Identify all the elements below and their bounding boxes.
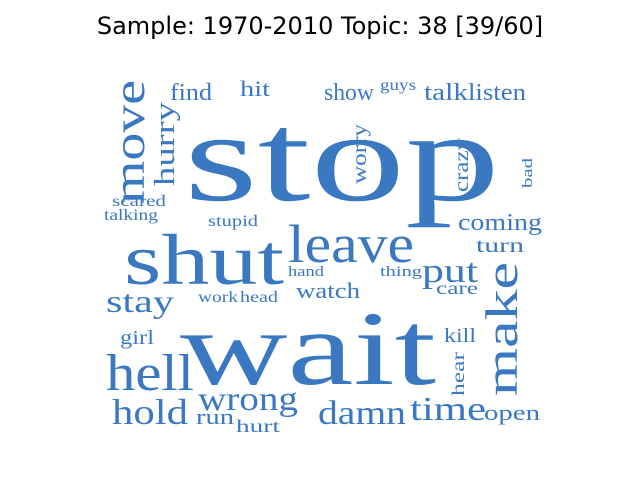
- word-time: time: [410, 391, 486, 428]
- word-guys: guys: [380, 77, 416, 94]
- word-bad: bad: [520, 157, 536, 188]
- word-wait: wait: [180, 290, 436, 407]
- word-hear: hear: [448, 352, 468, 396]
- word-shut: shut: [124, 220, 284, 300]
- word-cloud-words: stop wait shut leave make move hell hold…: [104, 76, 542, 436]
- word-care: care: [436, 278, 478, 298]
- word-talking: talking: [104, 207, 158, 224]
- word-open: open: [484, 400, 540, 425]
- word-leave: leave: [288, 214, 414, 274]
- word-girl: girl: [120, 327, 155, 349]
- word-listen: listen: [468, 80, 526, 106]
- word-kill: kill: [444, 325, 477, 347]
- word-hand: hand: [288, 264, 325, 280]
- word-hurt: hurt: [236, 416, 280, 436]
- word-thing: thing: [380, 264, 423, 280]
- word-move: move: [105, 80, 154, 204]
- word-wrong: wrong: [198, 381, 298, 418]
- word-hold: hold: [112, 392, 188, 432]
- word-scared: scared: [112, 193, 166, 210]
- word-worry: worry: [349, 124, 371, 184]
- word-coming: coming: [458, 210, 542, 236]
- word-show: show: [324, 80, 375, 106]
- word-make: make: [476, 262, 527, 396]
- word-damn: damn: [318, 395, 406, 432]
- word-put: put: [422, 253, 479, 290]
- word-hit: hit: [240, 76, 270, 101]
- word-head: head: [240, 289, 278, 306]
- word-find: find: [170, 80, 212, 106]
- word-crazy: crazy: [451, 138, 473, 192]
- word-stay: stay: [106, 283, 174, 319]
- word-work: work: [198, 289, 238, 306]
- word-hurry: hurry: [150, 102, 181, 186]
- word-turn: turn: [476, 235, 524, 257]
- word-hell: hell: [106, 345, 194, 402]
- figure-title: Sample: 1970-2010 Topic: 38 [39/60]: [96, 12, 544, 40]
- word-stop: stop: [184, 86, 500, 228]
- word-stupid: stupid: [208, 213, 258, 230]
- word-run: run: [196, 404, 234, 429]
- word-watch: watch: [296, 278, 360, 303]
- word-talk: talk: [424, 80, 468, 106]
